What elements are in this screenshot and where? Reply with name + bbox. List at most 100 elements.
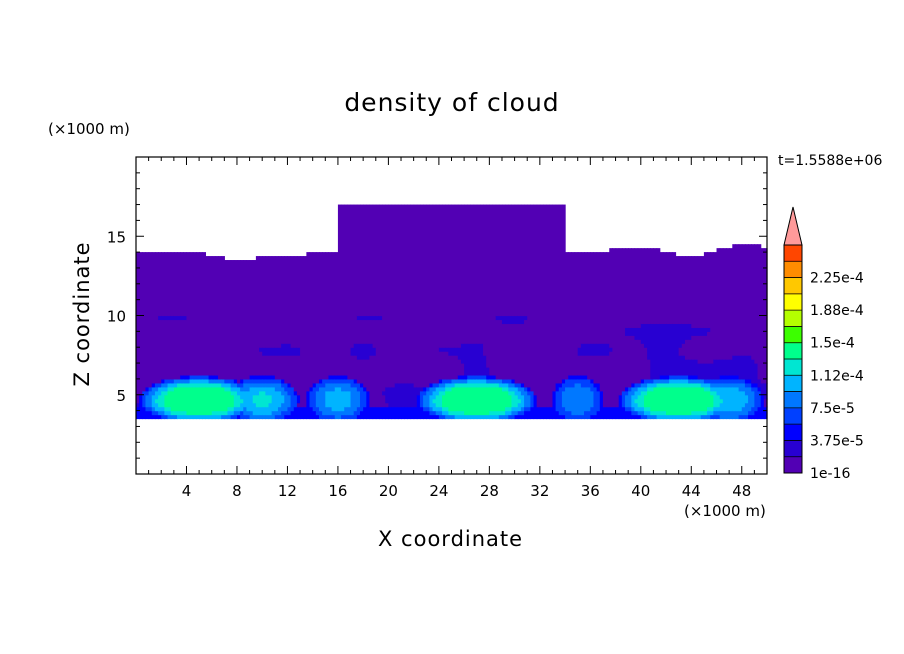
- density-cell: [205, 256, 210, 376]
- density-cell: [259, 256, 263, 348]
- density-cell: [580, 355, 585, 376]
- density-cell: [192, 378, 197, 384]
- density-cell: [322, 386, 326, 416]
- density-cell: [473, 386, 478, 416]
- density-cell: [672, 382, 677, 388]
- density-cell: [501, 410, 506, 416]
- density-cell: [205, 378, 210, 384]
- density-cell: [675, 378, 680, 384]
- density-cell: [666, 323, 670, 376]
- density-cell: [574, 414, 579, 420]
- density-cell: [265, 406, 270, 416]
- density-cell: [208, 374, 213, 380]
- density-cell: [508, 386, 513, 392]
- density-cell: [517, 382, 522, 388]
- density-cell: [479, 382, 484, 388]
- density-cell: [173, 386, 178, 412]
- density-cell: [255, 406, 260, 416]
- density-cell: [647, 406, 651, 412]
- density-cell: [593, 343, 598, 356]
- density-cell: [615, 248, 620, 408]
- density-cell: [369, 315, 374, 321]
- density-cell: [722, 382, 727, 388]
- density-cell: [173, 378, 178, 384]
- density-cell: [678, 386, 683, 416]
- density-cell: [293, 347, 298, 356]
- density-cell: [725, 382, 730, 388]
- density-cell: [356, 319, 361, 344]
- density-cell: [328, 390, 333, 408]
- density-cell: [460, 386, 465, 412]
- density-cell: [716, 359, 721, 380]
- colorbar-label: 1.5e-4: [810, 336, 855, 352]
- density-cell: [334, 252, 339, 376]
- density-cell: [227, 410, 232, 416]
- density-cell: [259, 378, 263, 384]
- density-cell: [662, 374, 667, 380]
- density-cell: [293, 406, 298, 420]
- density-cell: [681, 323, 686, 344]
- density-cell: [287, 355, 292, 384]
- density-cell: [470, 382, 475, 388]
- density-cell: [568, 252, 572, 376]
- colorbar-band: [784, 293, 802, 311]
- density-cell: [416, 394, 421, 420]
- density-cell: [183, 414, 188, 420]
- density-cell: [694, 414, 699, 420]
- density-cell: [230, 382, 235, 388]
- density-cell: [678, 414, 683, 420]
- density-cell: [423, 406, 427, 412]
- density-cell: [707, 382, 711, 388]
- density-cell: [240, 402, 244, 412]
- density-cell: [476, 374, 481, 380]
- density-cell: [505, 414, 509, 420]
- density-cell: [432, 390, 437, 400]
- density-cell: [429, 414, 434, 420]
- density-cell: [322, 414, 326, 420]
- density-cell: [249, 410, 254, 420]
- density-cell: [249, 374, 254, 380]
- density-cell: [214, 256, 219, 376]
- density-cell: [697, 410, 702, 416]
- density-cell: [634, 382, 639, 388]
- density-cell: [681, 382, 686, 388]
- density-cell: [492, 414, 497, 420]
- density-cell: [306, 252, 311, 392]
- density-cell: [621, 406, 626, 420]
- density-cell: [457, 347, 462, 360]
- density-cell: [647, 414, 651, 420]
- density-cell: [435, 410, 440, 416]
- density-cell: [486, 414, 490, 420]
- density-cell: [508, 315, 513, 325]
- density-cell: [621, 390, 626, 408]
- density-cell: [486, 367, 490, 376]
- density-cell: [700, 410, 705, 416]
- density-cell: [227, 406, 232, 412]
- density-cell: [268, 394, 273, 404]
- density-cell: [454, 204, 459, 348]
- density-cell: [293, 394, 298, 408]
- density-cell: [602, 355, 607, 408]
- density-cell: [347, 414, 352, 420]
- density-cell: [514, 315, 519, 325]
- density-cell: [435, 204, 440, 384]
- density-cell: [492, 378, 497, 384]
- density-cell: [729, 382, 733, 388]
- density-cell: [350, 347, 355, 356]
- density-cell: [360, 410, 364, 420]
- density-cell: [684, 323, 689, 340]
- density-cell: [177, 378, 181, 384]
- density-cell: [438, 347, 443, 352]
- density-cell: [470, 386, 475, 416]
- density-cell: [158, 410, 162, 416]
- density-cell: [154, 398, 159, 404]
- density-cell: [527, 386, 531, 392]
- density-cell: [757, 390, 762, 408]
- density-cell: [498, 386, 503, 412]
- density-cell: [281, 343, 285, 356]
- density-cell: [353, 410, 358, 420]
- density-cell: [401, 204, 405, 384]
- density-cell: [691, 386, 696, 412]
- density-cell: [438, 410, 443, 416]
- density-cell: [722, 378, 727, 384]
